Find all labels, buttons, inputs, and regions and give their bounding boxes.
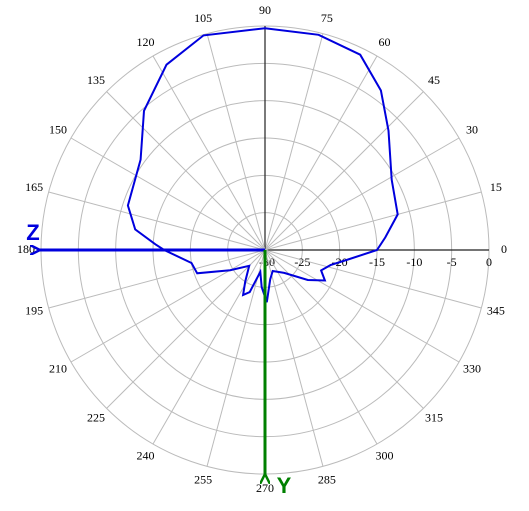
angle-tick-label: 135 (87, 73, 105, 87)
spoke (70, 137, 266, 251)
angle-tick-label: 105 (194, 11, 212, 25)
spoke (206, 249, 266, 467)
spoke (106, 91, 266, 251)
pattern-line (126, 27, 399, 303)
spoke (264, 249, 424, 409)
spoke (152, 55, 266, 251)
angle-tick-label: 330 (463, 361, 481, 375)
spoke (264, 191, 482, 251)
angle-tick-label: 225 (87, 411, 105, 425)
angle-tick-label: 45 (428, 73, 440, 87)
angle-tick-label: 75 (321, 11, 333, 25)
angle-tick-label: 195 (25, 304, 43, 318)
r-tick-label: -5 (447, 255, 457, 269)
spoke (264, 91, 424, 251)
r-tick-label: -25 (294, 255, 310, 269)
spoke (48, 249, 266, 309)
angle-tick-label: 15 (490, 180, 502, 194)
spoke (264, 137, 460, 251)
spoke (264, 55, 378, 251)
angle-tick-label: 120 (137, 35, 155, 49)
angle-tick-label: 240 (137, 449, 155, 463)
angle-tick-label: 255 (194, 473, 212, 487)
z-label: Z (26, 220, 39, 245)
angle-tick-label: 30 (466, 122, 478, 136)
spoke (264, 249, 482, 309)
y-label: Y (277, 473, 292, 498)
angle-tick-label: 285 (318, 473, 336, 487)
spoke (264, 249, 378, 445)
angle-tick-label: 315 (425, 411, 443, 425)
angle-tick-label: 0 (501, 242, 507, 256)
angle-tick-label: 210 (49, 361, 67, 375)
angle-tick-label: 150 (49, 122, 67, 136)
angle-tick-label: 345 (487, 304, 505, 318)
angle-tick-label: 270 (256, 481, 274, 495)
spoke (264, 33, 324, 251)
spoke (264, 249, 324, 467)
spoke (48, 191, 266, 251)
r-tick-label: -15 (369, 255, 385, 269)
plot (126, 27, 399, 303)
angle-tick-label: 165 (25, 180, 43, 194)
spoke (152, 249, 266, 445)
spoke (70, 249, 266, 363)
r-tick-label: 0 (486, 255, 492, 269)
spoke (206, 33, 266, 251)
angle-tick-label: 60 (379, 35, 391, 49)
angle-tick-label: 90 (259, 3, 271, 17)
angle-tick-label: 300 (376, 449, 394, 463)
spoke (264, 249, 460, 363)
r-tick-label: -10 (406, 255, 422, 269)
spoke (106, 249, 266, 409)
